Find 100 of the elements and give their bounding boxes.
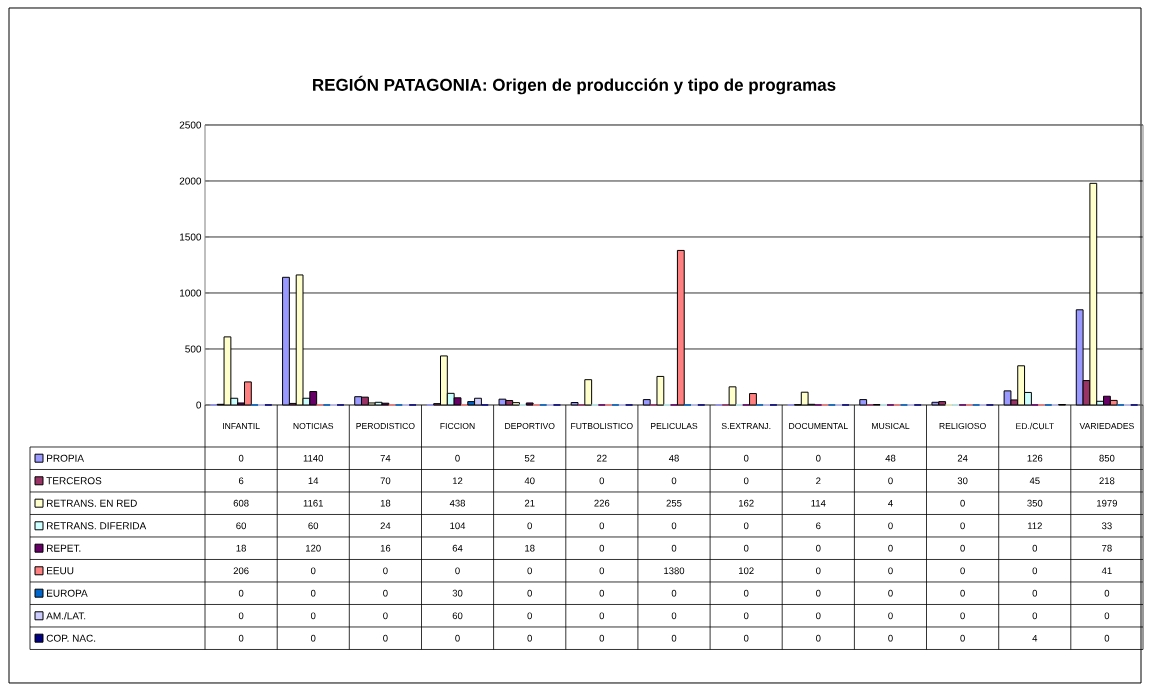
x-tick-label: RELIGIOSO	[939, 422, 986, 430]
data-label: 0	[599, 612, 605, 620]
data-label: 0	[816, 612, 821, 620]
data-label: 0	[888, 522, 893, 530]
legend-label: TERCEROS	[46, 477, 102, 485]
data-label: 18	[380, 499, 391, 507]
data-label: 4	[888, 499, 893, 507]
data-label: 0	[888, 567, 893, 575]
data-label: 114	[811, 499, 826, 507]
data-label: 0	[527, 634, 532, 642]
data-label: 64	[452, 544, 463, 552]
data-label: 70	[380, 477, 391, 485]
data-label: 0	[238, 612, 244, 620]
data-label: 0	[816, 567, 821, 575]
data-label: 0	[599, 522, 605, 530]
y-tick-label: 1500	[180, 233, 202, 241]
data-label: 1380	[664, 567, 685, 575]
y-tick-label: 0	[196, 401, 202, 409]
x-tick-label: DEPORTIVO	[505, 422, 555, 430]
data-label: 608	[233, 499, 249, 507]
data-label: 0	[671, 634, 677, 642]
data-label: 0	[383, 567, 388, 575]
data-label: 0	[960, 612, 965, 620]
data-label: 40	[524, 477, 535, 485]
x-tick-label: VARIEDADES	[1079, 422, 1134, 430]
data-label: 112	[1027, 522, 1042, 530]
data-label: 126	[1027, 454, 1043, 462]
data-label: 60	[236, 522, 247, 530]
data-label: 0	[888, 612, 893, 620]
data-label: 0	[888, 477, 893, 485]
data-label: 0	[238, 454, 244, 462]
x-tick-label: PERODISTICO	[356, 422, 415, 430]
legend-label: EEUU	[47, 567, 74, 575]
data-label: 0	[1032, 567, 1038, 575]
data-label: 0	[888, 634, 893, 642]
data-label: 206	[233, 567, 249, 575]
data-label: 0	[1104, 612, 1110, 620]
x-tick-label: ED./CULT	[1016, 422, 1054, 430]
x-tick-label: MUSICAL	[872, 422, 910, 430]
data-label: 2	[816, 477, 821, 485]
data-label: 24	[957, 454, 968, 462]
data-label: 0	[310, 612, 316, 620]
bar	[859, 399, 868, 406]
bar	[728, 386, 737, 406]
data-label: 0	[599, 477, 605, 485]
data-label: 0	[960, 634, 965, 642]
data-label: 16	[380, 544, 391, 552]
legend-label: COP. NAC.	[46, 634, 96, 642]
data-label: 45	[1029, 477, 1040, 485]
data-label: 0	[671, 612, 677, 620]
data-label: 0	[671, 589, 677, 597]
bar	[749, 393, 757, 406]
data-label: 0	[888, 589, 893, 597]
data-label: 0	[1032, 612, 1038, 620]
data-label: 0	[743, 522, 749, 530]
data-label: 0	[1032, 544, 1038, 552]
data-label: 22	[597, 454, 607, 462]
legend-label: EUROPA	[47, 589, 88, 597]
data-label: 18	[236, 544, 246, 552]
data-label: 74	[380, 454, 391, 462]
data-label: 0	[960, 544, 965, 552]
data-label: 0	[527, 612, 532, 620]
bar	[642, 399, 651, 406]
data-label: 0	[743, 634, 749, 642]
data-label: 0	[238, 634, 244, 642]
data-label: 30	[452, 589, 463, 597]
data-label: 218	[1099, 477, 1115, 485]
x-tick-label: INFANTIL	[223, 423, 260, 429]
data-label: 0	[310, 589, 316, 597]
data-label: 120	[306, 544, 321, 552]
legend-label: REPET.	[47, 544, 81, 552]
data-label: 52	[524, 454, 535, 462]
data-label: 1140	[303, 454, 324, 462]
data-label: 255	[666, 499, 682, 507]
data-label: 0	[816, 454, 821, 462]
data-label: 0	[383, 634, 388, 642]
data-label: 0	[455, 634, 460, 642]
y-tick-label: 500	[185, 345, 202, 353]
data-label: 78	[1102, 544, 1112, 552]
data-label: 24	[380, 522, 391, 530]
data-label: 0	[816, 634, 821, 642]
data-label: 12	[452, 477, 463, 485]
data-label: 0	[816, 544, 821, 552]
data-label: 0	[455, 567, 460, 575]
data-label: 0	[383, 612, 388, 620]
data-label: 438	[449, 499, 466, 507]
data-label: 0	[960, 522, 965, 530]
data-label: 6	[816, 522, 821, 530]
bar	[656, 375, 665, 406]
data-label: 850	[1099, 454, 1115, 462]
data-label: 0	[743, 612, 749, 620]
data-label: 0	[671, 477, 677, 485]
legend-label: RETRANS. EN RED	[47, 499, 137, 507]
data-label: 0	[671, 544, 677, 552]
data-label: 33	[1101, 522, 1112, 530]
data-label: 41	[1101, 567, 1112, 575]
data-label: 0	[1104, 589, 1110, 597]
legend-label: AM./LAT.	[46, 612, 86, 620]
data-label: 60	[308, 522, 319, 530]
data-label: 0	[743, 454, 749, 462]
